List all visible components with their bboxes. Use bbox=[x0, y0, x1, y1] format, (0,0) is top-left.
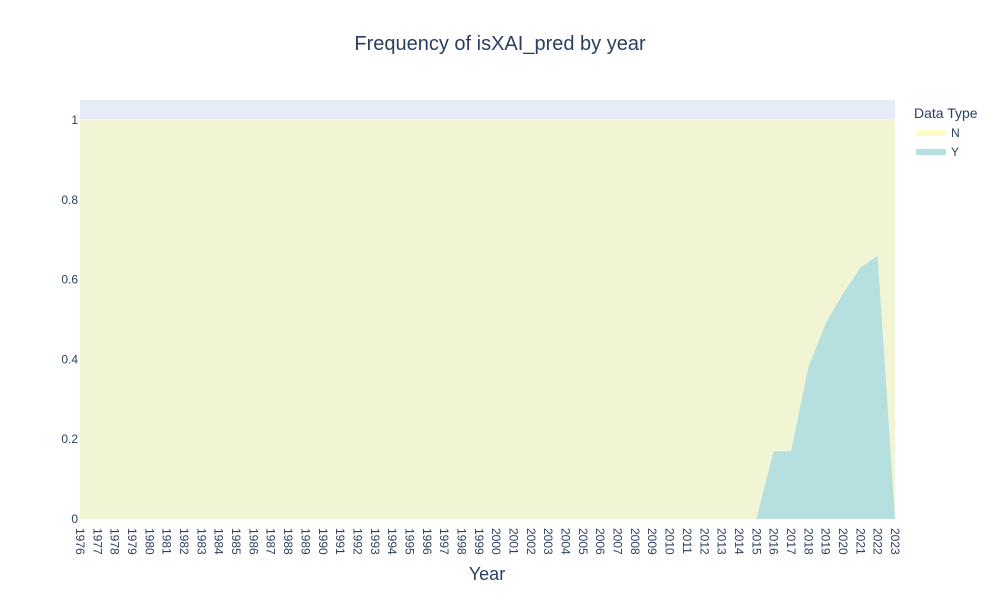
x-tick-label: 1993 bbox=[368, 528, 382, 555]
x-tick-label: 1989 bbox=[298, 528, 312, 555]
y-tick-label: 1 bbox=[71, 113, 78, 127]
series-layer bbox=[80, 119, 895, 519]
x-tick-label: 1976 bbox=[73, 528, 87, 555]
x-tick-label: 2002 bbox=[524, 528, 538, 555]
legend-swatch bbox=[916, 130, 946, 136]
x-tick-label: 1992 bbox=[350, 528, 364, 555]
x-tick-label: 1998 bbox=[454, 528, 468, 555]
x-tick-label: 2006 bbox=[593, 528, 607, 555]
x-tick-label: 2010 bbox=[663, 528, 677, 555]
x-tick-label: 1996 bbox=[420, 528, 434, 555]
area-series-N[interactable] bbox=[80, 119, 895, 519]
x-tick-label: 2007 bbox=[611, 528, 625, 555]
x-tick-label: 2016 bbox=[767, 528, 781, 555]
x-tick-label: 1987 bbox=[264, 528, 278, 555]
x-tick-label: 1978 bbox=[108, 528, 122, 555]
x-tick-label: 1979 bbox=[125, 528, 139, 555]
legend-label: N bbox=[951, 126, 960, 140]
x-tick-label: 2012 bbox=[697, 528, 711, 555]
x-tick-label: 2001 bbox=[507, 528, 521, 555]
y-tick-label: 0 bbox=[71, 512, 78, 526]
x-tick-label: 1988 bbox=[281, 528, 295, 555]
legend-item-N[interactable]: N bbox=[916, 126, 960, 140]
x-tick-label: 1995 bbox=[402, 528, 416, 555]
x-tick-label: 2015 bbox=[749, 528, 763, 555]
x-tick-label: 1982 bbox=[177, 528, 191, 555]
y-tick-label: 0.8 bbox=[61, 193, 78, 207]
x-axis-title: Year bbox=[469, 564, 505, 584]
x-tick-label: 2009 bbox=[645, 528, 659, 555]
x-tick-label: 1997 bbox=[437, 528, 451, 555]
x-tick-label: 1994 bbox=[385, 528, 399, 555]
x-tick-label: 1986 bbox=[246, 528, 260, 555]
x-tick-label: 1981 bbox=[160, 528, 174, 555]
x-tick-label: 2000 bbox=[489, 528, 503, 555]
y-tick-label: 0.4 bbox=[61, 352, 78, 366]
area-series-Y[interactable] bbox=[80, 255, 895, 519]
legend-label: Y bbox=[951, 145, 959, 159]
x-tick-label: 2014 bbox=[732, 528, 746, 555]
x-tick-label: 1980 bbox=[142, 528, 156, 555]
x-tick-label: 2011 bbox=[680, 528, 694, 554]
x-tick-label: 2004 bbox=[559, 528, 573, 555]
x-tick-label: 2003 bbox=[541, 528, 555, 555]
y-axis: 0 0.2 0.4 0.6 0.8 1 bbox=[61, 113, 78, 526]
x-axis: 1976 1977 1978 1979 1980 1981 1982 1983 1984 1985… bbox=[73, 528, 902, 555]
x-tick-label: 2021 bbox=[853, 528, 867, 555]
x-tick-label: 2005 bbox=[576, 528, 590, 555]
x-tick-label: 1984 bbox=[212, 528, 226, 555]
x-tick-label: 2020 bbox=[836, 528, 850, 555]
x-tick-label: 2017 bbox=[784, 528, 798, 555]
x-tick-label: 2013 bbox=[715, 528, 729, 555]
y-tick-label: 0.6 bbox=[61, 273, 78, 287]
x-tick-label: 1990 bbox=[316, 528, 330, 555]
chart-title: Frequency of isXAI_pred by year bbox=[354, 33, 646, 55]
x-tick-label: 2019 bbox=[819, 528, 833, 555]
x-tick-label: 1991 bbox=[333, 528, 347, 555]
legend[interactable]: Data Type NY bbox=[914, 105, 978, 159]
legend-swatch bbox=[916, 149, 946, 155]
x-tick-label: 1983 bbox=[194, 528, 208, 555]
x-tick-label: 1985 bbox=[229, 528, 243, 555]
x-tick-label: 2023 bbox=[888, 528, 902, 555]
x-tick-label: 1977 bbox=[90, 528, 104, 555]
y-tick-label: 0.2 bbox=[61, 432, 78, 446]
x-tick-label: 1999 bbox=[472, 528, 486, 555]
x-tick-label: 2022 bbox=[871, 528, 885, 555]
x-tick-label: 2018 bbox=[801, 528, 815, 555]
legend-title: Data Type bbox=[914, 105, 978, 121]
x-tick-label: 2008 bbox=[628, 528, 642, 555]
legend-item-Y[interactable]: Y bbox=[916, 145, 959, 159]
